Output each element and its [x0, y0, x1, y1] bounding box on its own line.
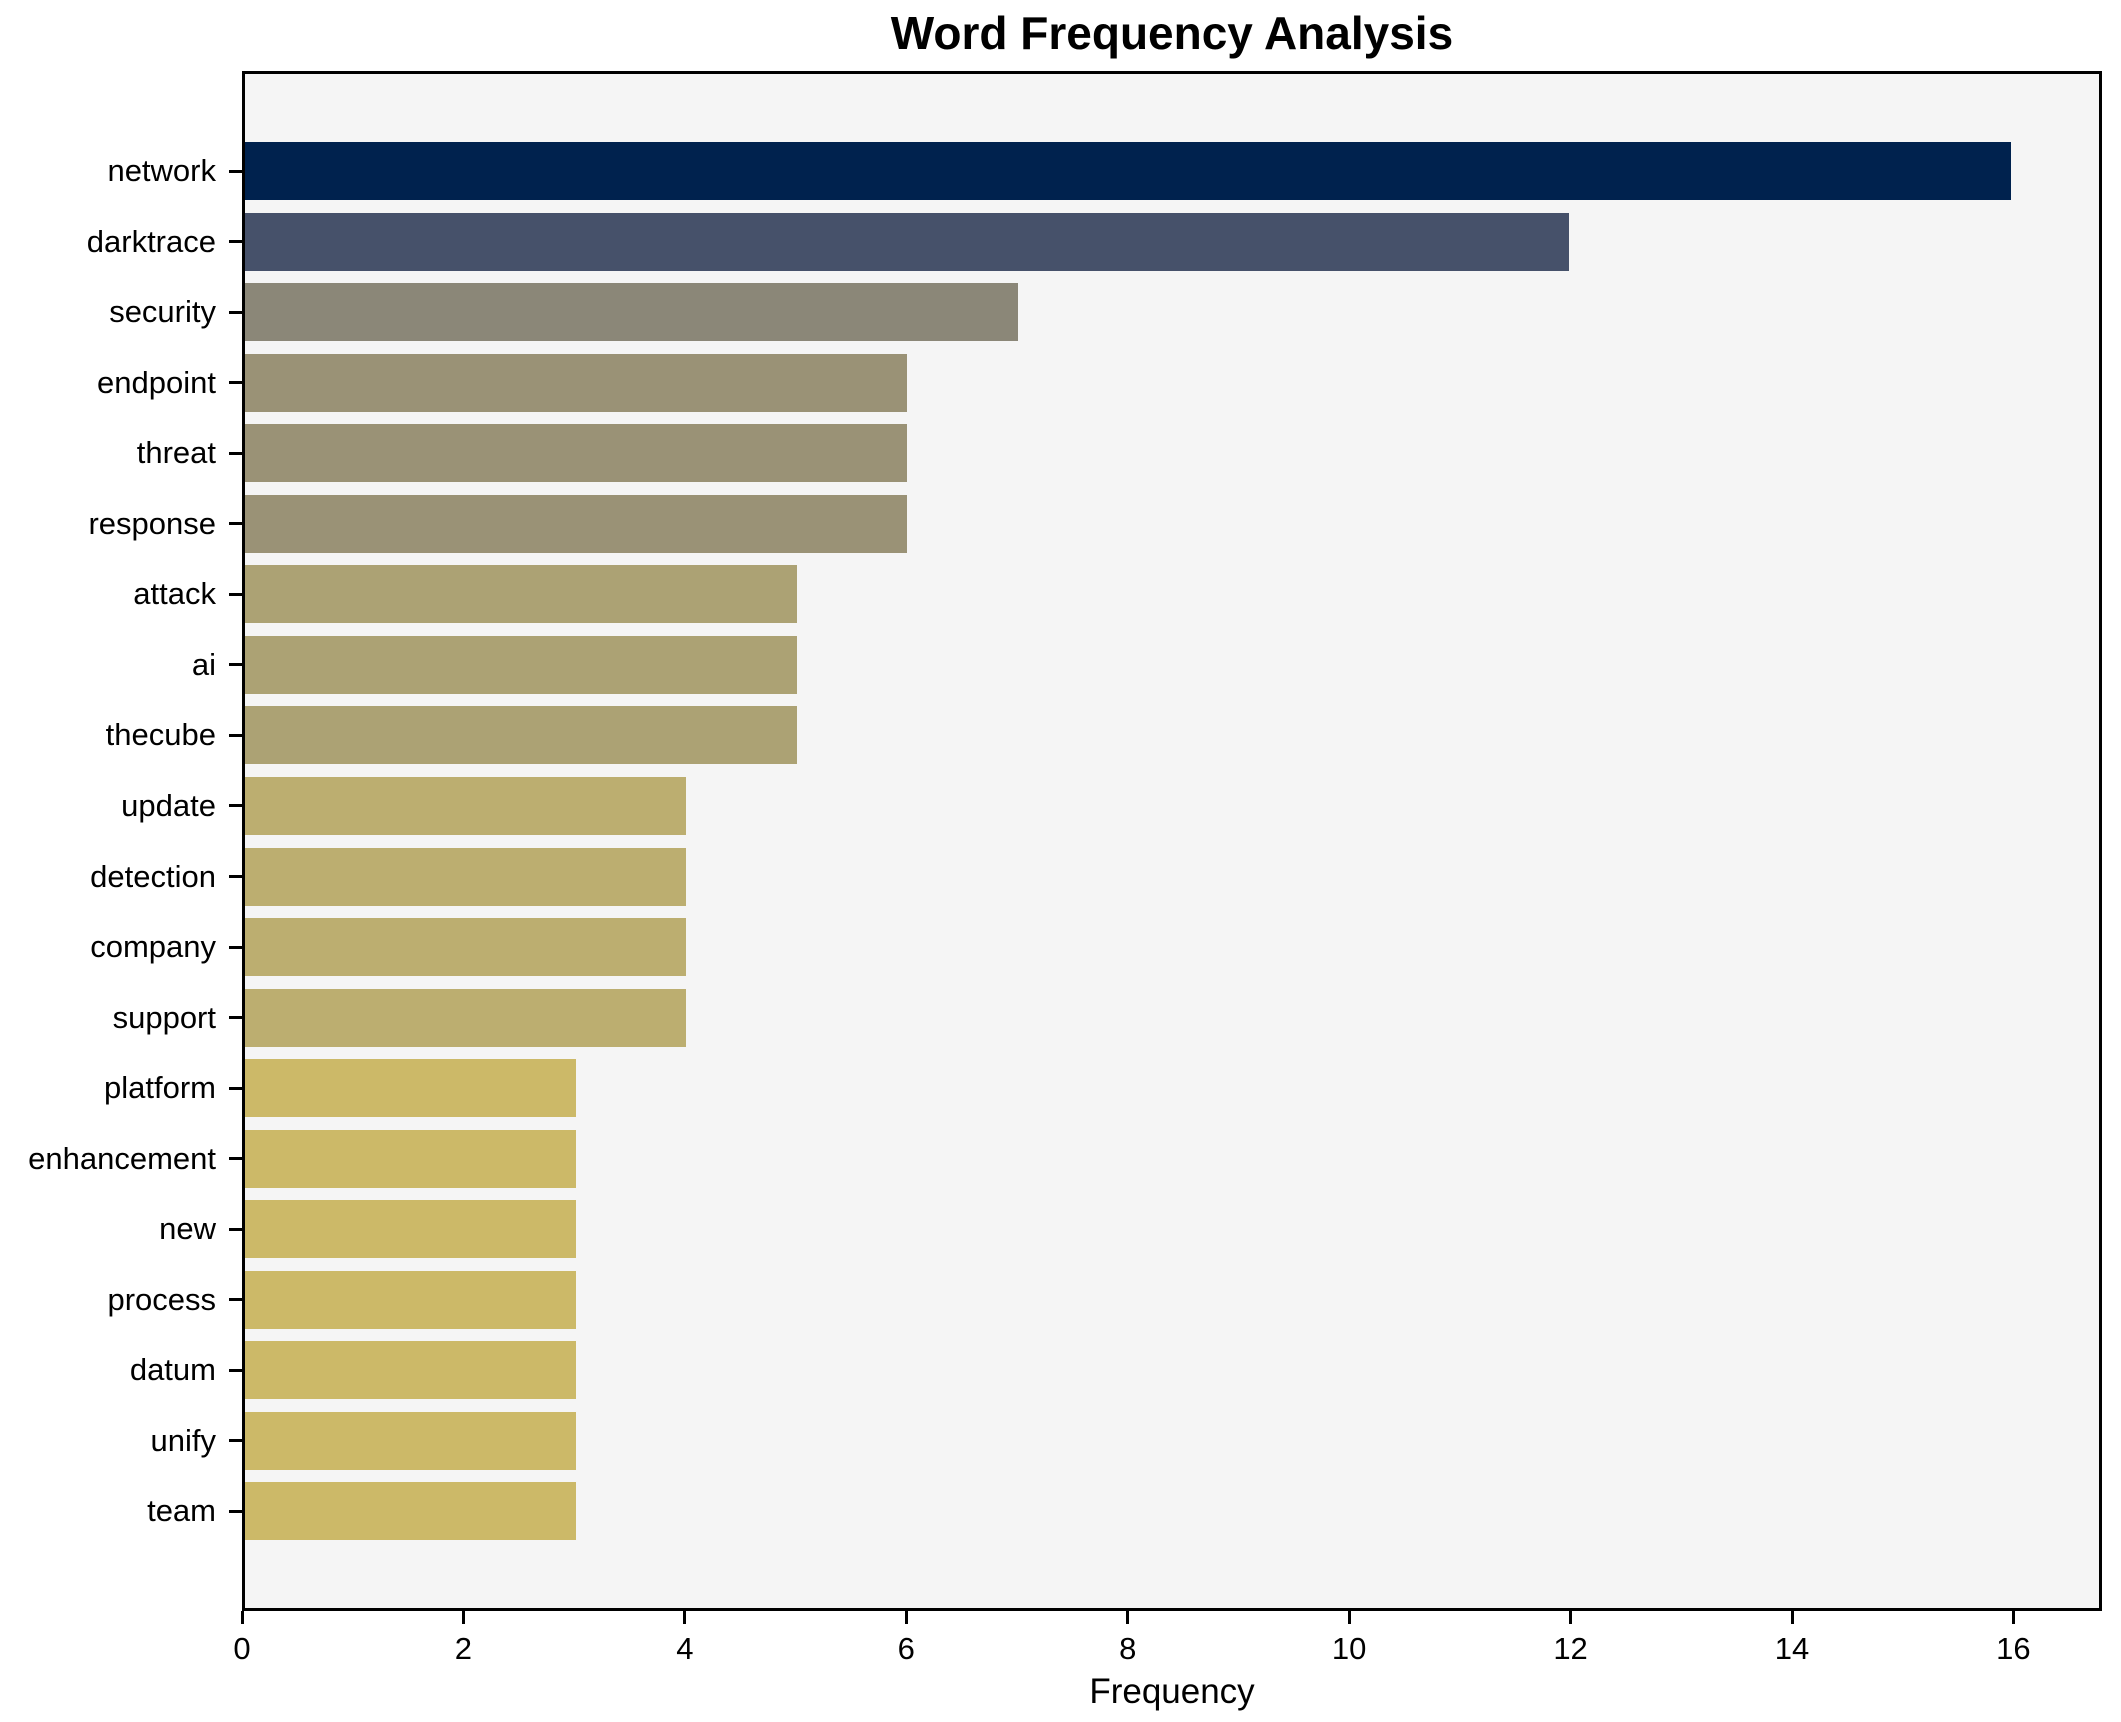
y-tick-mark	[229, 1509, 242, 1513]
bar-update	[245, 776, 687, 835]
y-tick-label-new: new	[159, 1211, 216, 1247]
y-tick-label-ai: ai	[191, 646, 216, 682]
y-tick-mark	[229, 522, 242, 526]
x-tick-mark	[1347, 1611, 1351, 1624]
y-tick-label-update: update	[121, 787, 216, 823]
y-tick-mark	[229, 1227, 242, 1231]
bar-new	[245, 1200, 577, 1259]
y-tick-mark	[229, 310, 242, 314]
y-tick-mark	[229, 1298, 242, 1302]
x-tick-mark	[1790, 1611, 1794, 1624]
x-axis-label: Frequency	[1089, 1672, 1255, 1711]
bar-datum	[245, 1341, 577, 1400]
y-tick-label-darktrace: darktrace	[86, 223, 216, 259]
y-tick-label-platform: platform	[104, 1070, 216, 1106]
y-tick-mark	[229, 804, 242, 808]
chart-title: Word Frequency Analysis	[890, 7, 1454, 59]
y-tick-mark	[229, 1368, 242, 1372]
y-tick-label-detection: detection	[90, 858, 216, 894]
y-tick-label-network: network	[107, 153, 216, 188]
y-tick-mark	[229, 1157, 242, 1161]
bar-thecube	[245, 706, 797, 765]
x-tick-mark	[683, 1611, 687, 1624]
y-tick-label-team: team	[147, 1493, 216, 1529]
bar-unify	[245, 1411, 577, 1470]
y-tick-mark	[229, 381, 242, 385]
bar-company	[245, 918, 687, 977]
y-tick-label-endpoint: endpoint	[97, 364, 216, 400]
bar-platform	[245, 1059, 577, 1118]
y-tick-mark	[229, 1439, 242, 1443]
x-tick-mark	[240, 1611, 244, 1624]
y-tick-mark	[229, 1016, 242, 1020]
y-tick-mark	[229, 451, 242, 455]
y-tick-label-threat: threat	[136, 435, 216, 471]
bar-darktrace	[245, 212, 1570, 271]
x-tick-label-6: 6	[897, 1631, 915, 1666]
y-tick-label-security: security	[109, 294, 216, 330]
x-tick-label-8: 8	[1119, 1631, 1137, 1666]
y-tick-label-datum: datum	[129, 1352, 216, 1388]
bar-endpoint	[245, 353, 908, 412]
bar-enhancement	[245, 1129, 577, 1188]
y-tick-mark	[229, 875, 242, 878]
y-tick-mark	[229, 1086, 242, 1090]
x-tick-label-10: 10	[1331, 1631, 1367, 1666]
y-tick-label-company: company	[90, 929, 216, 965]
bar-detection	[245, 847, 687, 906]
y-tick-mark	[229, 733, 242, 737]
x-tick-mark	[1569, 1611, 1573, 1624]
bar-team	[245, 1482, 577, 1541]
bar-support	[245, 988, 687, 1047]
x-tick-label-0: 0	[233, 1631, 251, 1666]
plot-area	[242, 71, 2102, 1611]
x-tick-mark	[461, 1611, 465, 1624]
y-tick-mark	[229, 592, 242, 596]
x-tick-mark	[2011, 1611, 2015, 1624]
y-tick-label-unify: unify	[150, 1422, 216, 1458]
bar-network	[245, 142, 2011, 200]
bar-security	[245, 283, 1018, 342]
y-tick-mark	[229, 945, 242, 949]
x-tick-mark	[1126, 1611, 1130, 1624]
bar-attack	[245, 565, 797, 624]
x-tick-label-4: 4	[676, 1631, 694, 1666]
bar-process	[245, 1270, 577, 1329]
y-tick-label-response: response	[88, 505, 216, 541]
x-tick-label-16: 16	[1996, 1631, 2031, 1666]
bar-ai	[245, 635, 797, 694]
x-tick-mark	[904, 1611, 908, 1624]
y-tick-label-support: support	[112, 999, 216, 1035]
y-tick-label-attack: attack	[133, 576, 216, 612]
bar-threat	[245, 424, 908, 483]
y-tick-label-thecube: thecube	[105, 717, 216, 753]
x-tick-label-12: 12	[1553, 1631, 1588, 1666]
y-tick-label-enhancement: enhancement	[28, 1140, 216, 1176]
x-tick-label-2: 2	[454, 1631, 473, 1666]
x-tick-label-14: 14	[1774, 1631, 1810, 1666]
y-tick-mark	[229, 240, 242, 244]
y-tick-mark	[229, 169, 242, 173]
y-tick-mark	[229, 663, 242, 667]
y-tick-label-process: process	[107, 1281, 216, 1317]
bar-response	[245, 494, 908, 553]
